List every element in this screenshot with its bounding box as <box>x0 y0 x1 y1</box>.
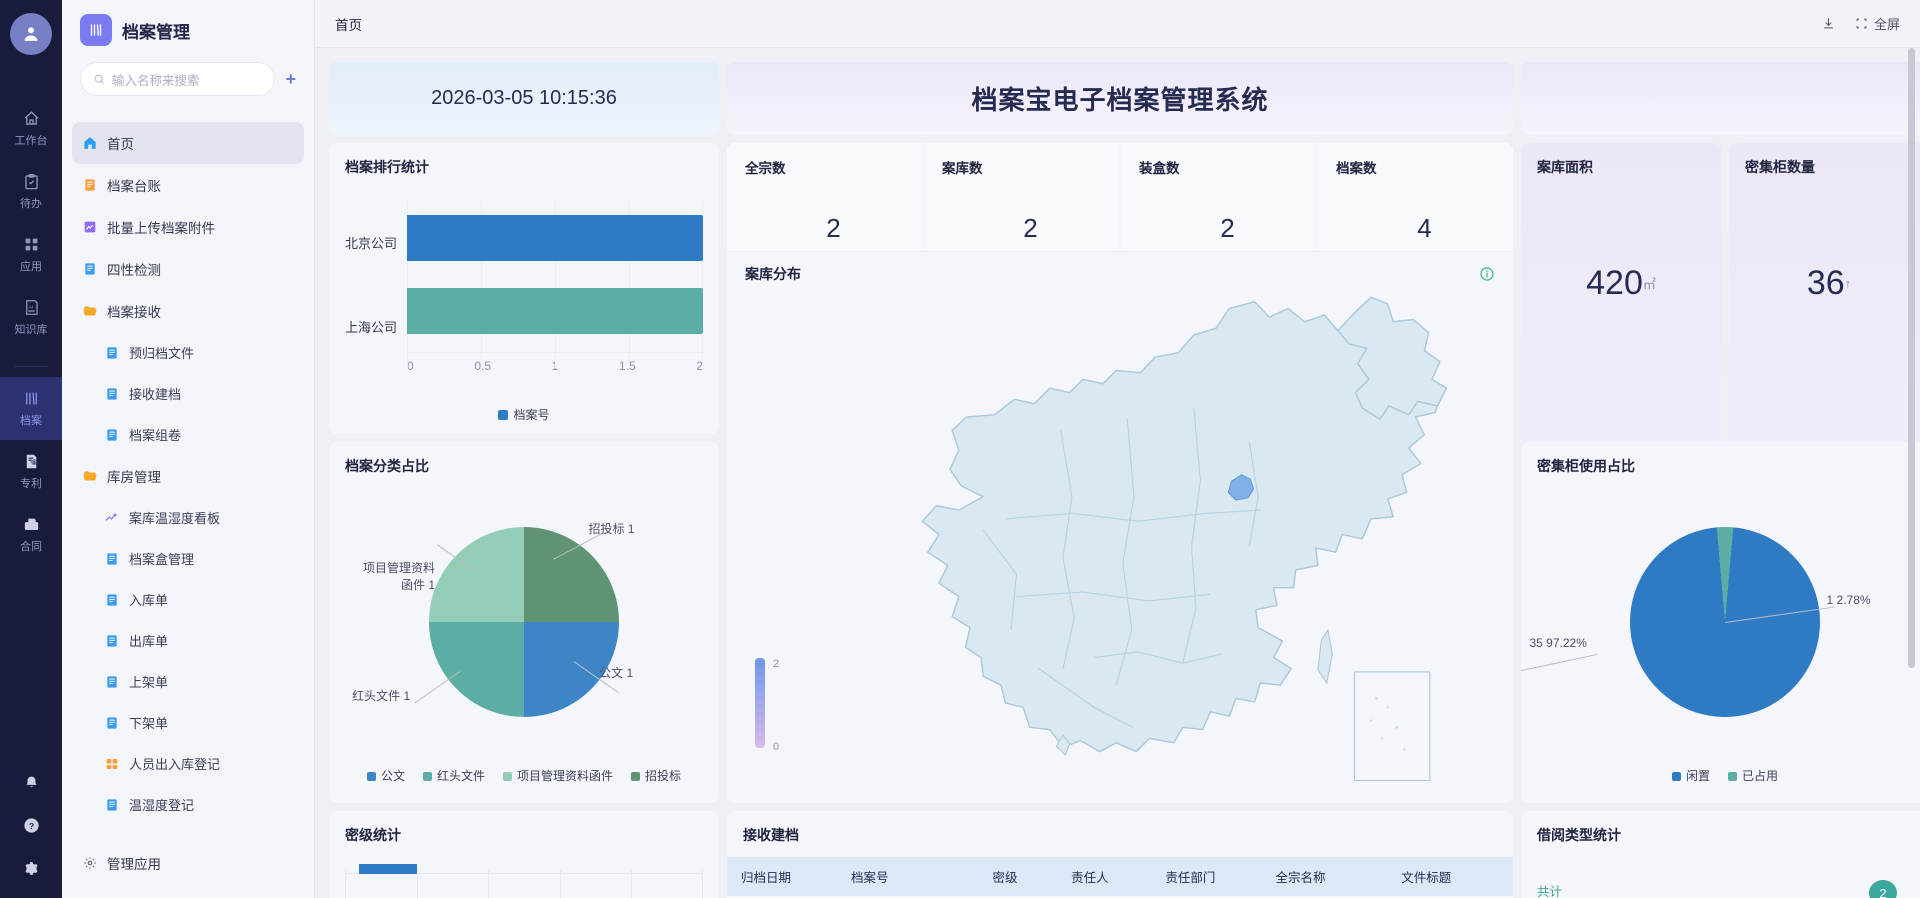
svg-text:?: ? <box>28 821 33 831</box>
svg-text:AI: AI <box>28 304 32 310</box>
